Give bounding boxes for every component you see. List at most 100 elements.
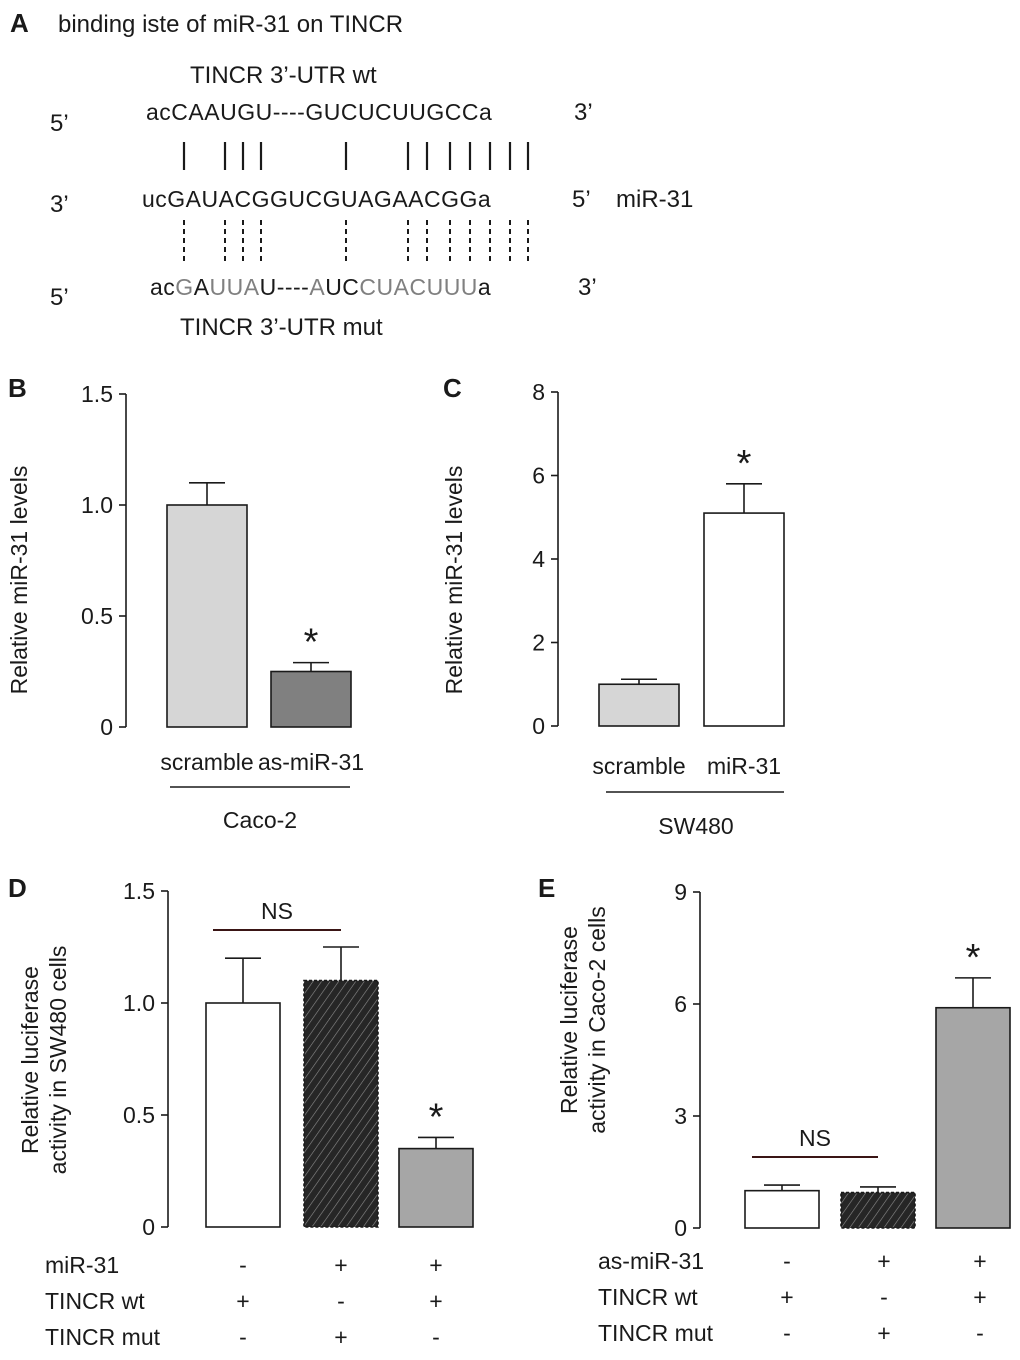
condition-mark: + bbox=[429, 1252, 442, 1278]
y-tick-label: 1.0 bbox=[123, 990, 155, 1016]
y-tick-label: 0 bbox=[142, 1214, 155, 1240]
condition-mark: - bbox=[239, 1252, 247, 1278]
bar bbox=[935, 1006, 1011, 1229]
y-tick-label: 2 bbox=[532, 630, 545, 656]
panel-b-letter: B bbox=[8, 373, 27, 403]
bar bbox=[398, 1147, 474, 1228]
y-tick-label: 0 bbox=[100, 714, 113, 740]
bar bbox=[840, 1191, 916, 1229]
condition-mark: - bbox=[880, 1284, 888, 1310]
panel-b-chart: B Relative miR-31 levels Caco-2 0 0.5 1.0 1… bbox=[6, 373, 364, 833]
row2-left-end: 3’ bbox=[50, 191, 69, 218]
panel-e-ylabel-line1: Relative luciferase bbox=[556, 926, 582, 1114]
y-tick-label: 6 bbox=[674, 991, 687, 1017]
y-tick-label: 4 bbox=[532, 546, 545, 572]
condition-mark: - bbox=[337, 1288, 345, 1314]
condition-mark: + bbox=[236, 1288, 249, 1314]
condition-name: TINCR wt bbox=[598, 1284, 698, 1310]
y-tick-label: 1.5 bbox=[81, 381, 113, 407]
row3-left-end: 5’ bbox=[50, 284, 69, 311]
sequence-segment: A bbox=[194, 274, 210, 300]
wt-utr-label: TINCR 3’-UTR wt bbox=[190, 62, 377, 89]
condition-mark: - bbox=[783, 1320, 791, 1346]
condition-name: TINCR wt bbox=[45, 1288, 145, 1314]
panel-a-letter: A bbox=[10, 8, 29, 38]
y-tick-label: 1.5 bbox=[123, 878, 155, 904]
bar bbox=[270, 670, 352, 728]
condition-name: TINCR mut bbox=[598, 1320, 714, 1346]
y-tick-label: 3 bbox=[674, 1103, 687, 1129]
condition-mark: - bbox=[976, 1320, 984, 1346]
mut-utr-label: TINCR 3’-UTR mut bbox=[180, 314, 383, 341]
panel-e-chart: E Relative luciferase activity in Caco-2… bbox=[538, 873, 1011, 1346]
condition-mark: - bbox=[783, 1248, 791, 1274]
sequence-segment: acCAAUGU----GUCUCUUGCCa bbox=[146, 99, 492, 125]
y-tick-label: 9 bbox=[674, 879, 687, 905]
category-label: scramble bbox=[592, 753, 685, 779]
row2-right-end: 5’ bbox=[572, 186, 591, 213]
condition-mark: + bbox=[429, 1288, 442, 1314]
bar bbox=[598, 683, 680, 727]
panel-d-ylabel-line2: activity in SW480 cells bbox=[45, 946, 71, 1175]
ns-label: NS bbox=[261, 898, 293, 924]
condition-name: TINCR mut bbox=[45, 1324, 161, 1350]
panel-e-ylabel-line2: activity in Caco-2 cells bbox=[584, 906, 610, 1134]
sequence-segment: UC bbox=[325, 274, 359, 300]
condition-mark: + bbox=[973, 1248, 986, 1274]
condition-mark: + bbox=[877, 1248, 890, 1274]
condition-mark: + bbox=[780, 1284, 793, 1310]
category-label: as-miR-31 bbox=[258, 749, 364, 775]
y-tick-label: 0.5 bbox=[81, 603, 113, 629]
wt-sequence: acCAAUGU----GUCUCUUGCCa bbox=[146, 99, 492, 125]
y-tick-label: 0 bbox=[674, 1215, 687, 1241]
sequence-segment: G bbox=[175, 274, 193, 300]
panel-b-ylabel: Relative miR-31 levels bbox=[6, 466, 32, 695]
bar bbox=[303, 979, 379, 1228]
row3-right-end: 3’ bbox=[578, 274, 597, 301]
mut-sequence: acGAUUAU----AUCCUACUUUa bbox=[150, 274, 491, 300]
sequence-segment: ac bbox=[150, 274, 175, 300]
y-tick-label: 0 bbox=[532, 713, 545, 739]
significance-star: * bbox=[737, 443, 752, 485]
panel-a: A binding iste of miR-31 on TINCR TINCR … bbox=[10, 8, 693, 341]
sequence-segment: U---- bbox=[260, 274, 310, 300]
y-tick-label: 8 bbox=[532, 379, 545, 405]
y-tick-label: 1.0 bbox=[81, 492, 113, 518]
ns-label: NS bbox=[799, 1125, 831, 1151]
row1-left-end: 5’ bbox=[50, 110, 69, 137]
bar bbox=[205, 1002, 281, 1228]
wt-pairing-lines bbox=[182, 142, 530, 170]
condition-mark: + bbox=[973, 1284, 986, 1310]
condition-mark: + bbox=[334, 1252, 347, 1278]
panel-d-letter: D bbox=[8, 873, 27, 903]
panel-d-ylabel-line1: Relative luciferase bbox=[17, 966, 43, 1154]
mir31-sequence: ucGAUACGGUCGUAGAACGGa bbox=[142, 186, 491, 212]
sequence-segment: CUACUUU bbox=[359, 274, 478, 300]
bar bbox=[744, 1189, 820, 1229]
bar bbox=[703, 512, 785, 727]
panel-d-chart: D Relative luciferase activity in SW480 … bbox=[8, 873, 474, 1350]
mir31-label: miR-31 bbox=[616, 186, 693, 213]
condition-name: miR-31 bbox=[45, 1252, 119, 1278]
y-tick-label: 6 bbox=[532, 463, 545, 489]
panel-c-ylabel: Relative miR-31 levels bbox=[441, 466, 467, 695]
condition-mark: - bbox=[432, 1324, 440, 1350]
panel-a-title: binding iste of miR-31 on TINCR bbox=[58, 11, 403, 38]
category-label: scramble bbox=[160, 749, 253, 775]
category-label: miR-31 bbox=[707, 753, 781, 779]
significance-star: * bbox=[304, 622, 319, 664]
panel-e-letter: E bbox=[538, 873, 555, 903]
bar bbox=[166, 504, 248, 728]
significance-star: * bbox=[966, 937, 981, 979]
y-tick-label: 0.5 bbox=[123, 1102, 155, 1128]
row1-right-end: 3’ bbox=[574, 99, 593, 126]
condition-mark: - bbox=[239, 1324, 247, 1350]
sequence-segment: ucGAUACGGUCGUAGAACGGa bbox=[142, 186, 491, 212]
condition-mark: + bbox=[334, 1324, 347, 1350]
panel-c-letter: C bbox=[443, 373, 462, 403]
sequence-segment: A bbox=[309, 274, 325, 300]
panel-c-chart: C Relative miR-31 levels SW480 0 2 4 6 8 * scr… bbox=[441, 373, 785, 839]
significance-star: * bbox=[429, 1096, 444, 1138]
condition-mark: + bbox=[877, 1320, 890, 1346]
